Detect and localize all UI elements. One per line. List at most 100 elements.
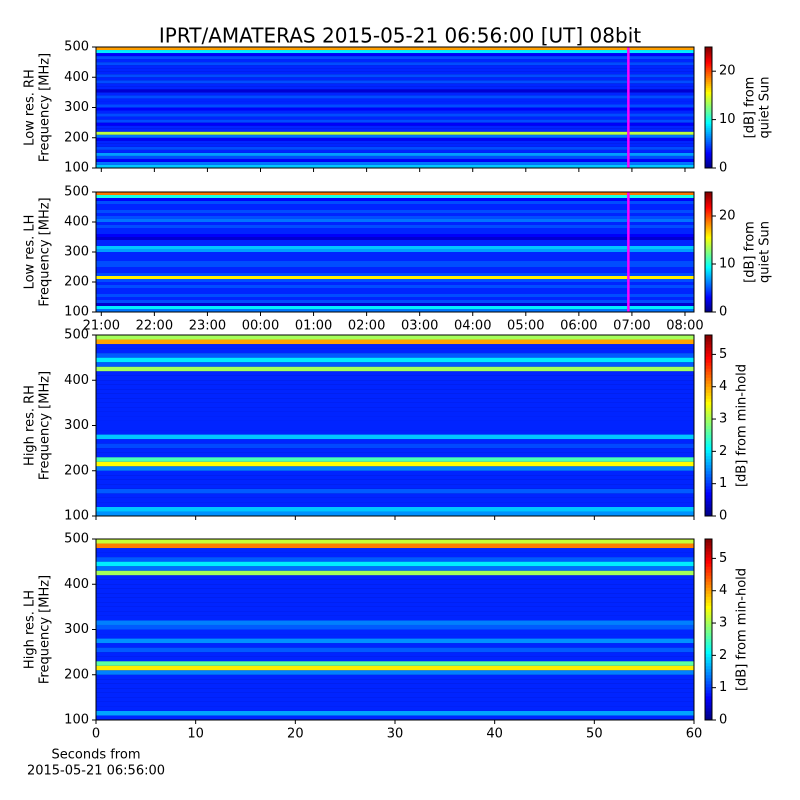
- heatmap-band: [96, 213, 694, 216]
- colorbar-cell: [705, 350, 712, 354]
- colorbar-cell: [705, 566, 712, 570]
- colorbar-cell: [705, 137, 712, 141]
- colorbar-cell: [705, 248, 712, 251]
- heatmap-band: [96, 561, 694, 567]
- colorbar-cell: [705, 635, 712, 640]
- x-tick-label: 06:00: [560, 319, 597, 334]
- heatmap-band: [96, 624, 694, 630]
- y-tick-label: 400: [64, 215, 89, 230]
- y-tick-label: 400: [64, 70, 89, 85]
- heatmap-band: [96, 164, 694, 168]
- colorbar-cell: [705, 473, 712, 478]
- colorbar-cell: [705, 416, 712, 420]
- colorbar-cell: [705, 254, 712, 257]
- colorbar-cell: [705, 596, 712, 600]
- heatmap-band: [96, 279, 694, 282]
- heatmap-band: [96, 557, 694, 562]
- y-axis-label: Low res. RH: [23, 69, 38, 146]
- heatmap-band: [96, 407, 694, 412]
- heatmap-band: [96, 152, 694, 156]
- heatmap-band: [96, 282, 694, 285]
- colorbar-cell: [705, 512, 712, 517]
- heatmap-band: [96, 375, 694, 381]
- heatmap-band: [96, 276, 694, 279]
- colorbar-cell: [705, 578, 712, 582]
- y-tick-label: 500: [64, 532, 89, 547]
- heatmap-band: [96, 430, 694, 435]
- heatmap-band: [96, 101, 694, 105]
- colorbar-cell: [705, 407, 712, 411]
- heatmap-band: [96, 488, 694, 494]
- colorbar-cell: [705, 274, 712, 277]
- colorbar-cell: [705, 139, 712, 143]
- heatmap-band: [96, 134, 694, 138]
- heatmap-band: [96, 158, 694, 162]
- heatmap-band: [96, 210, 694, 213]
- x-tick-label: 30: [387, 727, 404, 742]
- colorbar-cell: [705, 581, 712, 585]
- colorbar-cell: [705, 218, 712, 221]
- colorbar-cell: [705, 590, 712, 594]
- y-axis-label: Frequency [MHz]: [38, 371, 53, 480]
- colorbar-cell: [705, 569, 712, 573]
- heatmap-band: [96, 679, 694, 684]
- heatmap-band: [96, 452, 694, 458]
- colorbar-cell: [705, 704, 712, 709]
- colorbar-cell: [705, 401, 712, 405]
- colorbar-cell: [705, 226, 712, 229]
- y-tick-label: 100: [64, 161, 89, 176]
- heatmap-band: [96, 674, 694, 680]
- colorbar-cell: [705, 63, 712, 66]
- colorbar-cell: [705, 308, 712, 311]
- y-tick-label: 500: [64, 185, 89, 200]
- colorbar-cell: [705, 476, 712, 481]
- heatmap-band: [96, 688, 694, 693]
- y-tick-label: 300: [64, 100, 89, 115]
- colorbar-tick-label: 2: [719, 648, 727, 663]
- colorbar-cell: [705, 653, 712, 658]
- colorbar-cell: [705, 428, 712, 433]
- colorbar-cell: [705, 81, 712, 84]
- heatmap-band: [96, 65, 694, 69]
- heatmap-band: [96, 611, 694, 616]
- heatmap-band: [96, 204, 694, 207]
- heatmap-band: [96, 140, 694, 144]
- colorbar-tick-label: 0: [719, 509, 727, 524]
- colorbar-cell: [705, 452, 712, 457]
- heatmap-band: [96, 285, 694, 288]
- heatmap-band: [96, 146, 694, 150]
- heatmap-band: [96, 240, 694, 243]
- colorbar-cell: [705, 258, 712, 261]
- heatmap-band: [96, 98, 694, 102]
- colorbar-cell: [705, 260, 712, 263]
- colorbar-cell: [705, 109, 712, 113]
- colorbar-cell: [705, 115, 712, 119]
- colorbar-cell: [705, 434, 712, 439]
- colorbar-cell: [705, 117, 712, 121]
- heatmap-band: [96, 222, 694, 225]
- heatmap-band: [96, 270, 694, 273]
- heatmap-band: [96, 597, 694, 603]
- colorbar-frame: [704, 46, 713, 169]
- colorbar-cell: [705, 647, 712, 652]
- colorbar-cell: [705, 563, 712, 567]
- colorbar-cell: [705, 683, 712, 688]
- colorbar-cell: [705, 560, 712, 564]
- heatmap-band: [96, 56, 694, 60]
- heatmap-band: [96, 448, 694, 453]
- colorbar-cell: [705, 419, 712, 423]
- colorbar-cell: [705, 659, 712, 664]
- heatmap-band: [96, 234, 694, 237]
- heatmap-band: [96, 511, 694, 516]
- colorbar-cell: [705, 368, 712, 372]
- colorbar-cell: [705, 605, 712, 609]
- heatmap-band: [96, 665, 694, 671]
- colorbar-cell: [705, 288, 712, 291]
- heatmap-band: [96, 475, 694, 480]
- heatmap-band: [96, 629, 694, 635]
- x-tick-label: 02:00: [348, 319, 385, 334]
- colorbar-cell: [705, 674, 712, 679]
- colorbar-cell: [705, 83, 712, 86]
- heatmap-band: [96, 497, 694, 503]
- colorbar-cell: [705, 224, 712, 227]
